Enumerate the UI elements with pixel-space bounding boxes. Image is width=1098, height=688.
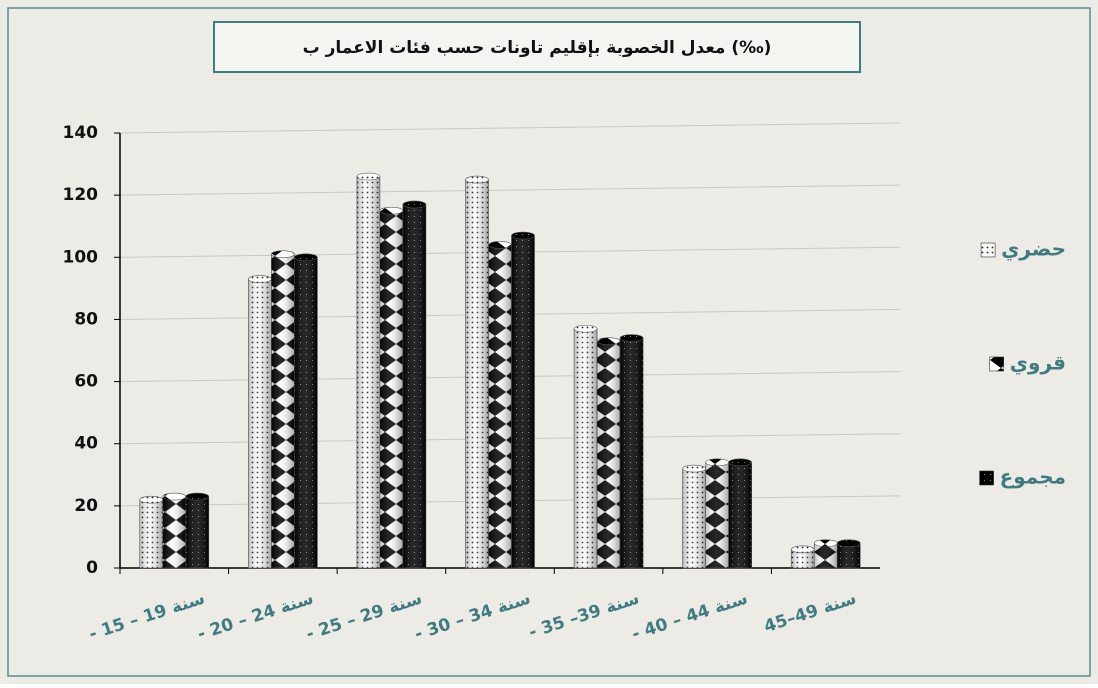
legend-label: قروي bbox=[1010, 351, 1066, 376]
bar-cap bbox=[488, 241, 512, 249]
y-tick-label: 60 bbox=[74, 372, 98, 392]
legend-swatch bbox=[980, 242, 996, 258]
bar-shade bbox=[620, 338, 644, 568]
y-tick-label: 80 bbox=[74, 309, 98, 329]
bar-cap bbox=[836, 539, 861, 547]
bar-cap bbox=[294, 253, 318, 262]
title-box bbox=[213, 21, 861, 73]
bar-shade bbox=[837, 543, 861, 568]
bar-shade bbox=[728, 462, 752, 568]
bar-shade bbox=[511, 235, 535, 569]
bar-shade bbox=[356, 176, 380, 568]
bar-cap bbox=[596, 337, 621, 345]
bar-cap bbox=[619, 334, 644, 342]
bar-cap bbox=[705, 458, 729, 467]
y-tick-label: 120 bbox=[63, 185, 99, 205]
bar-shade bbox=[248, 279, 272, 568]
bar-shade bbox=[791, 549, 815, 568]
bar-cap bbox=[185, 492, 210, 501]
bar-cap bbox=[511, 231, 535, 240]
bar-cap bbox=[573, 324, 598, 333]
bar-cap bbox=[813, 539, 838, 547]
bar-cap bbox=[139, 495, 164, 504]
bar-cap bbox=[790, 545, 815, 554]
bar-shade bbox=[488, 244, 512, 568]
grid-line bbox=[119, 184, 901, 196]
y-tick-label: 20 bbox=[74, 496, 98, 516]
bar-shade bbox=[162, 496, 186, 568]
bar-cap bbox=[728, 458, 752, 467]
bar-shade bbox=[682, 468, 706, 568]
bar-shade bbox=[465, 179, 489, 568]
legend-label: مجموع bbox=[1000, 465, 1066, 489]
chart-title: معدل الخصوبة بإقليم تاونات حسب فئات الاع… bbox=[303, 38, 772, 58]
bar-shade bbox=[705, 462, 729, 568]
bar-shade bbox=[139, 499, 163, 568]
bar-cap bbox=[379, 206, 404, 215]
bar-cap bbox=[162, 492, 187, 501]
bar-shade bbox=[379, 210, 403, 568]
bar-shade bbox=[271, 254, 295, 568]
bar-cap bbox=[465, 175, 489, 184]
grid-line bbox=[119, 122, 901, 134]
bar-shade bbox=[597, 341, 621, 568]
bar-shade bbox=[574, 328, 598, 568]
bar-shade bbox=[814, 543, 838, 568]
y-tick-label: 140 bbox=[63, 123, 99, 143]
bar-shade bbox=[185, 496, 209, 568]
bar-cap bbox=[271, 250, 295, 258]
legend-swatch bbox=[989, 356, 1004, 372]
y-tick-label: 100 bbox=[63, 247, 99, 267]
bar-cap bbox=[356, 172, 381, 181]
bar-cap bbox=[402, 200, 427, 209]
bar-cap bbox=[248, 275, 272, 283]
legend-label: حضري bbox=[1001, 237, 1066, 262]
y-tick-label: 40 bbox=[74, 434, 98, 454]
bar-shade bbox=[294, 257, 318, 568]
y-tick-label: 0 bbox=[86, 558, 98, 578]
frame bbox=[7, 7, 1091, 677]
bar-shade bbox=[402, 204, 426, 568]
legend-swatch bbox=[979, 470, 994, 486]
bar-cap bbox=[682, 464, 706, 473]
